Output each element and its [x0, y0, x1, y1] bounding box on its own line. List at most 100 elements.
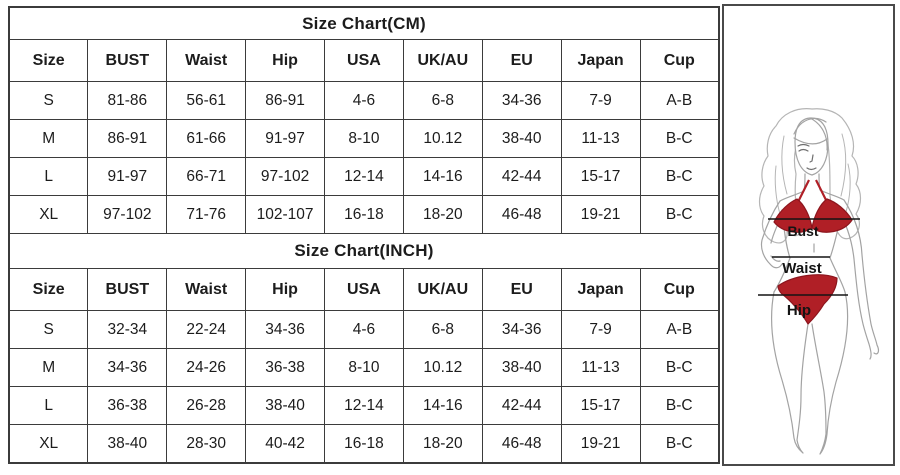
value-cell: 16-18 — [324, 195, 404, 234]
value-cell: 10.12 — [402, 348, 483, 387]
value-cell: 34-36 — [87, 348, 168, 387]
value-cell: 102-107 — [245, 195, 325, 234]
value-cell: 4-6 — [324, 310, 404, 349]
value-cell: 12-14 — [324, 386, 404, 425]
value-cell: 91-97 — [87, 157, 168, 196]
value-cell: 97-102 — [87, 195, 168, 234]
value-cell: 15-17 — [560, 157, 641, 196]
value-cell: 34-36 — [481, 81, 562, 120]
value-cell: B-C — [639, 386, 720, 425]
figure-bikini — [773, 179, 853, 325]
size-cell: XL — [8, 195, 89, 234]
value-cell: 7-9 — [560, 81, 641, 120]
value-cell: 61-66 — [166, 119, 247, 158]
waist-label: Waist — [782, 260, 821, 277]
size-cell: M — [8, 348, 89, 387]
value-cell: 11-13 — [560, 348, 641, 387]
value-cell: 7-9 — [560, 310, 641, 349]
size-cell: XL — [8, 424, 89, 464]
size-cell: S — [8, 81, 89, 120]
value-cell: 42-44 — [481, 386, 562, 425]
value-cell: 42-44 — [481, 157, 562, 196]
value-cell: 91-97 — [245, 119, 325, 158]
value-cell: 32-34 — [87, 310, 168, 349]
column-header-eu: EU — [481, 268, 562, 311]
value-cell: B-C — [639, 348, 720, 387]
value-cell: 81-86 — [87, 81, 168, 120]
table-row: L 36-38 26-28 38-40 12-14 14-16 42-44 15-17 B-C — [8, 386, 720, 425]
value-cell: 34-36 — [481, 310, 562, 349]
value-cell: B-C — [639, 157, 720, 196]
size-table: Size Chart(CM) Size BUST Waist Hip USA UK/AU EU… — [8, 6, 720, 464]
table-row: M 34-36 24-26 36-38 8-10 10.12 38-40 11-13 B-C — [8, 348, 720, 387]
value-cell: 22-24 — [166, 310, 247, 349]
value-cell: 14-16 — [402, 386, 483, 425]
value-cell: 10.12 — [402, 119, 483, 158]
value-cell: 6-8 — [402, 81, 483, 120]
table-row: S 81-86 56-61 86-91 4-6 6-8 34-36 7-9 A-B — [8, 81, 720, 120]
value-cell: 38-40 — [87, 424, 168, 464]
value-cell: 71-76 — [166, 195, 247, 234]
value-cell: 34-36 — [245, 310, 325, 349]
value-cell: 16-18 — [324, 424, 404, 464]
column-header-japan: Japan — [560, 268, 641, 311]
value-cell: 8-10 — [324, 119, 404, 158]
column-header-hip: Hip — [245, 39, 325, 82]
value-cell: 15-17 — [560, 386, 641, 425]
value-cell: 86-91 — [87, 119, 168, 158]
value-cell: 14-16 — [402, 157, 483, 196]
value-cell: 24-26 — [166, 348, 247, 387]
value-cell: 26-28 — [166, 386, 247, 425]
value-cell: 97-102 — [245, 157, 325, 196]
bikini-bottom — [777, 274, 838, 325]
value-cell: 40-42 — [245, 424, 325, 464]
column-header-uk-au: UK/AU — [402, 268, 483, 311]
figure-body — [760, 117, 880, 455]
value-cell: 28-30 — [166, 424, 247, 464]
bikini-strap-left — [797, 179, 810, 203]
value-cell: B-C — [639, 119, 720, 158]
size-cell: L — [8, 386, 89, 425]
value-cell: 18-20 — [402, 424, 483, 464]
value-cell: 66-71 — [166, 157, 247, 196]
hip-label: Hip — [787, 302, 811, 319]
bikini-strap-right — [815, 179, 828, 203]
value-cell: B-C — [639, 424, 720, 464]
column-header-size: Size — [8, 39, 89, 82]
value-cell: 19-21 — [560, 424, 641, 464]
measurement-figure-panel: Bust Waist Hip — [722, 4, 895, 466]
column-header-cup: Cup — [639, 268, 720, 311]
value-cell: 38-40 — [481, 119, 562, 158]
measurement-figure-illustration: Bust Waist Hip — [758, 108, 880, 455]
table-row: XL 38-40 28-30 40-42 16-18 18-20 46-48 19-21 B-C — [8, 424, 720, 464]
value-cell: 36-38 — [245, 348, 325, 387]
value-cell: 86-91 — [245, 81, 325, 120]
bikini-top-left-cup — [773, 198, 813, 233]
bikini-top-right-cup — [811, 198, 853, 233]
column-header-hip: Hip — [245, 268, 325, 311]
table-header-row: Size BUST Waist Hip USA UK/AU EU Japan Cup — [8, 268, 720, 311]
size-cell: M — [8, 119, 89, 158]
measurement-lines — [758, 218, 860, 296]
bust-label: Bust — [787, 223, 818, 239]
value-cell: 11-13 — [560, 119, 641, 158]
value-cell: A-B — [639, 310, 720, 349]
table-row: S 32-34 22-24 34-36 4-6 6-8 34-36 7-9 A-B — [8, 310, 720, 349]
table-header-row: Size BUST Waist Hip USA UK/AU EU Japan Cup — [8, 39, 720, 82]
value-cell: A-B — [639, 81, 720, 120]
table-row: XL 97-102 71-76 102-107 16-18 18-20 46-48 19-21… — [8, 195, 720, 234]
value-cell: 6-8 — [402, 310, 483, 349]
table-title-row: Size Chart(CM) — [8, 6, 720, 40]
column-header-waist: Waist — [166, 39, 247, 82]
value-cell: 46-48 — [481, 195, 562, 234]
value-cell: 4-6 — [324, 81, 404, 120]
value-cell: 38-40 — [245, 386, 325, 425]
size-cell: S — [8, 310, 89, 349]
value-cell: B-C — [639, 195, 720, 234]
table-title-row: Size Chart(INCH) — [8, 233, 720, 269]
column-header-bust: BUST — [87, 268, 168, 311]
column-header-uk-au: UK/AU — [402, 39, 483, 82]
table-title: Size Chart(CM) — [8, 6, 720, 40]
value-cell: 8-10 — [324, 348, 404, 387]
